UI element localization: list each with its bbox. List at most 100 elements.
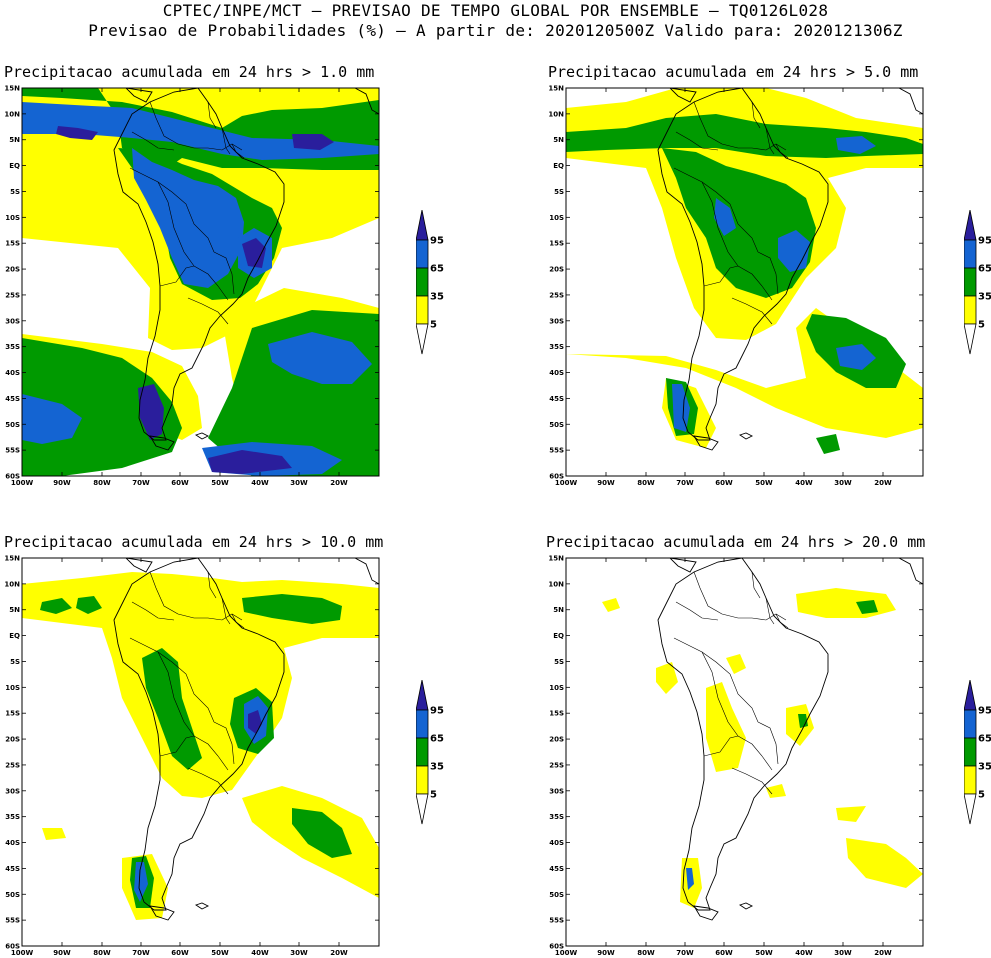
lon-tick-label: 80W bbox=[637, 479, 655, 487]
coastline bbox=[125, 88, 153, 103]
colorbar-swatch bbox=[963, 709, 977, 739]
lat-tick-label: 5N bbox=[553, 606, 564, 614]
colorbar-swatch bbox=[415, 267, 429, 297]
country-border bbox=[149, 101, 243, 151]
coastline bbox=[149, 435, 175, 451]
lat-tick-label: 55S bbox=[549, 447, 564, 455]
lon-tick-label: 50W bbox=[755, 479, 773, 487]
lat-tick-label: 15S bbox=[549, 240, 564, 248]
country-border bbox=[157, 181, 215, 253]
probability-area bbox=[292, 808, 352, 858]
colorbar-label: 5 bbox=[978, 320, 985, 331]
lat-tick-label: EQ bbox=[553, 162, 564, 170]
lon-tick-label: 70W bbox=[132, 479, 150, 487]
lon-tick-label: 100W bbox=[555, 479, 578, 487]
lat-tick-label: 10N bbox=[548, 580, 564, 588]
country-border bbox=[187, 297, 229, 325]
colorbar-svg: 5 35 65 95 bbox=[415, 209, 444, 355]
colorbar-label: 65 bbox=[430, 734, 444, 745]
lat-tick-label: 55S bbox=[5, 447, 20, 455]
probability-area bbox=[242, 238, 266, 268]
lat-tick-label: 60S bbox=[5, 943, 20, 951]
country-border bbox=[193, 735, 229, 771]
lat-tick-label: 15S bbox=[5, 710, 20, 718]
country-border bbox=[129, 167, 195, 267]
coastline bbox=[194, 902, 210, 910]
country-border bbox=[213, 251, 235, 295]
panel-title-1mm: Precipitacao acumulada em 24 hrs > 1.0 m… bbox=[4, 63, 375, 81]
colorbar-swatch bbox=[963, 267, 977, 297]
country-border bbox=[751, 101, 761, 129]
lat-tick-label: 5S bbox=[10, 658, 20, 666]
lat-tick-label: 60S bbox=[549, 473, 564, 481]
coastline bbox=[354, 558, 379, 585]
country-border bbox=[737, 265, 773, 301]
coastline bbox=[898, 88, 923, 115]
probability-area bbox=[138, 384, 164, 440]
lat-tick-label: EQ bbox=[9, 162, 20, 170]
colorbar-swatch bbox=[963, 765, 977, 795]
colorbar-swatch bbox=[415, 709, 429, 739]
lon-tick-label: 30W bbox=[834, 949, 852, 957]
lat-tick-label: 35S bbox=[549, 813, 564, 821]
panel-title-5mm: Precipitacao acumulada em 24 hrs > 5.0 m… bbox=[548, 63, 919, 81]
country-border bbox=[673, 167, 739, 267]
colorbar-swatch bbox=[415, 239, 429, 269]
lat-tick-label: 15S bbox=[5, 240, 20, 248]
colorbar-5mm: 5 35 65 95 bbox=[963, 209, 991, 364]
colorbar-label: 95 bbox=[978, 236, 991, 247]
lat-tick-label: EQ bbox=[9, 632, 20, 640]
country-border bbox=[159, 265, 195, 287]
colorbar-swatch bbox=[963, 793, 977, 825]
colorbar-label: 35 bbox=[430, 292, 444, 303]
lon-tick-label: 50W bbox=[211, 479, 229, 487]
probability-area bbox=[56, 126, 98, 140]
colorbar-label: 5 bbox=[978, 790, 985, 801]
country-border bbox=[701, 181, 759, 253]
probability-area bbox=[22, 394, 82, 444]
country-border bbox=[737, 735, 773, 771]
probability-area bbox=[42, 828, 66, 840]
lat-tick-label: 10N bbox=[4, 580, 20, 588]
lon-tick-label: 90W bbox=[597, 479, 615, 487]
country-border bbox=[221, 597, 231, 625]
colorbar-label: 95 bbox=[978, 706, 991, 717]
lat-tick-label: 45S bbox=[549, 865, 564, 873]
lat-tick-label: 20S bbox=[5, 736, 20, 744]
lat-tick-label: 50S bbox=[549, 891, 564, 899]
coastline bbox=[669, 88, 697, 103]
country-border bbox=[757, 721, 779, 765]
lat-tick-label: 25S bbox=[549, 761, 564, 769]
lat-tick-label: EQ bbox=[553, 632, 564, 640]
colorbar-svg: 5 35 65 95 bbox=[415, 679, 444, 825]
coastline bbox=[149, 905, 175, 921]
country-border bbox=[765, 127, 775, 155]
probability-area bbox=[672, 384, 690, 432]
map-frame bbox=[21, 557, 380, 947]
map-svg: 15N 10N 5N EQ 5S 10S 15S 20S 25S 30S 35S 40S 45S 50S 5… bbox=[548, 85, 924, 487]
country-border bbox=[765, 597, 775, 625]
country-border bbox=[731, 297, 773, 325]
probability-area bbox=[726, 654, 746, 674]
lat-tick-label: 25S bbox=[5, 291, 20, 299]
country-border bbox=[675, 601, 719, 621]
lon-tick-label: 70W bbox=[676, 949, 694, 957]
lon-tick-label: 80W bbox=[93, 479, 111, 487]
colorbar-swatch bbox=[415, 737, 429, 767]
country-border bbox=[187, 767, 229, 795]
lat-tick-label: 20S bbox=[549, 736, 564, 744]
colorbar-swatch bbox=[963, 209, 977, 241]
lon-tick-label: 70W bbox=[132, 949, 150, 957]
probability-area bbox=[602, 598, 620, 612]
lat-tick-label: 15N bbox=[4, 555, 20, 563]
lat-tick-label: 5S bbox=[554, 188, 564, 196]
probability-area bbox=[22, 102, 379, 160]
probability-area bbox=[76, 596, 102, 614]
country-border bbox=[757, 251, 779, 295]
lat-tick-label: 10S bbox=[549, 214, 564, 222]
panel-title-20mm: Precipitacao acumulada em 24 hrs > 20.0 … bbox=[546, 533, 926, 551]
lat-tick-label: 5N bbox=[9, 606, 20, 614]
map-svg: 15N 10N 5N EQ 5S 10S 15S 20S 25S 30S 35S 40S 45S 50S 5… bbox=[548, 555, 924, 957]
coastline bbox=[738, 902, 754, 910]
coastline bbox=[657, 558, 829, 911]
